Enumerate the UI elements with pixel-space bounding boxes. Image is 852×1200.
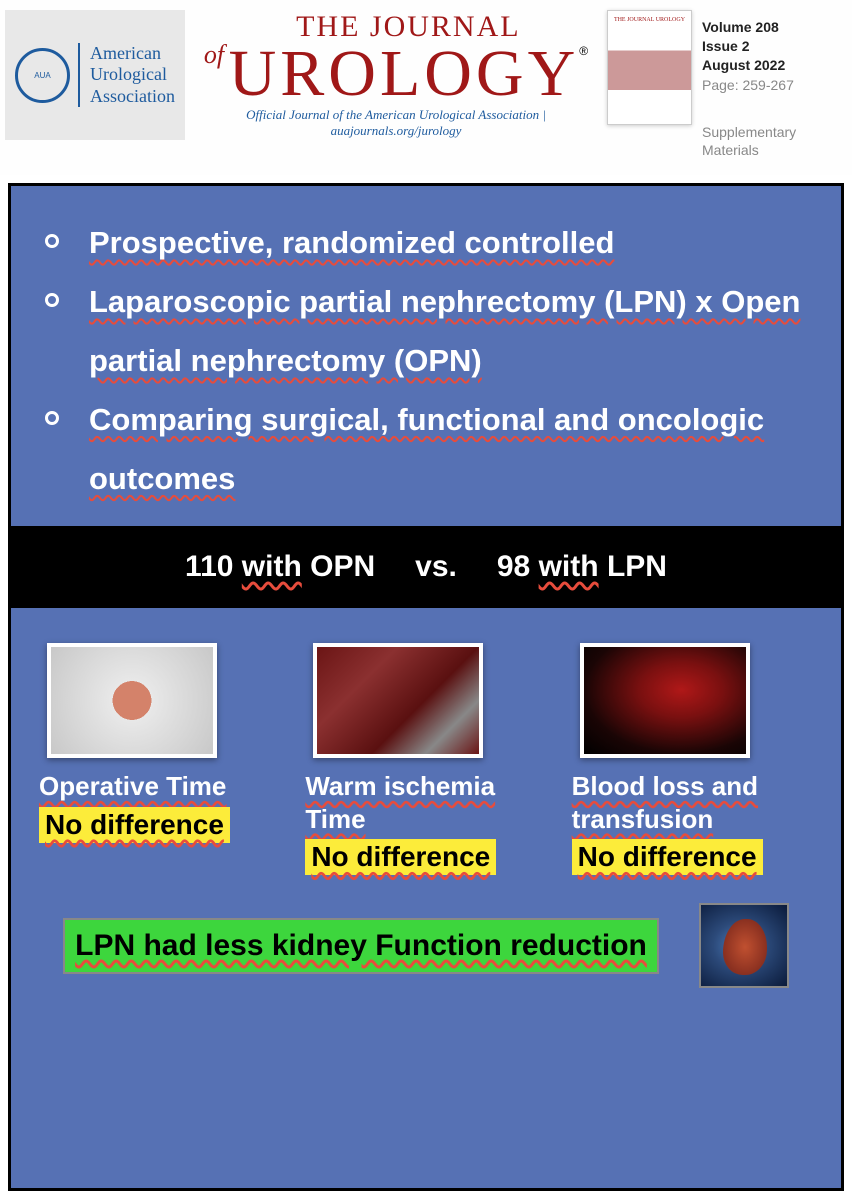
- kidney-icon: [699, 903, 789, 988]
- bullet-icon: [45, 293, 59, 307]
- aua-line: American: [90, 43, 175, 65]
- aua-seal-icon: AUA: [15, 48, 70, 103]
- card-operative-time: Operative Time No difference: [39, 643, 280, 875]
- aua-logo-block: AUA American Urological Association: [5, 10, 185, 140]
- blood-vessel-icon: [580, 643, 750, 758]
- journal-subtitle: Official Journal of the American Urologi…: [195, 107, 597, 139]
- result-badge: No difference: [305, 839, 496, 875]
- issue-text: Issue 2: [702, 37, 837, 56]
- infographic-panel: Prospective, randomized controlled Lapar…: [8, 183, 844, 1191]
- card-title: Operative Time: [39, 770, 280, 803]
- surgery-icon: [313, 643, 483, 758]
- card-warm-ischemia: Warm ischemia Time No difference: [305, 643, 546, 875]
- journal-urology: UROLOGY: [229, 37, 580, 110]
- issue-metadata: Volume 208 Issue 2 August 2022 Page: 259…: [702, 10, 837, 159]
- result-badge: No difference: [572, 839, 763, 875]
- supplementary-link[interactable]: Supplementary Materials: [702, 123, 837, 159]
- group-opn: 110 with OPN: [185, 550, 375, 584]
- bullet-item: Comparing surgical, functional and oncol…: [39, 391, 813, 509]
- bullet-icon: [45, 411, 59, 425]
- conclusion-row: LPN had less kidney Function reduction: [39, 903, 813, 988]
- aua-name: American Urological Association: [78, 43, 175, 108]
- journal-title: of THE JOURNAL UROLOGY® Official Journal…: [195, 10, 597, 139]
- comparison-bar: 110 with OPN vs. 98 with LPN: [11, 526, 841, 608]
- conclusion-highlight: LPN had less kidney Function reduction: [63, 918, 659, 975]
- card-title: Blood loss and transfusion: [572, 770, 813, 835]
- hourglass-icon: [47, 643, 217, 758]
- aua-line: Urological: [90, 64, 175, 86]
- volume-text: Volume 208: [702, 18, 837, 37]
- outcome-cards: Operative Time No difference Warm ischem…: [39, 643, 813, 875]
- journal-of: of: [204, 40, 224, 70]
- journal-cover-thumb: [607, 10, 692, 125]
- bullet-icon: [45, 234, 59, 248]
- bullet-item: Laparoscopic partial nephrectomy (LPN) x…: [39, 273, 813, 391]
- card-blood-loss: Blood loss and transfusion No difference: [572, 643, 813, 875]
- group-lpn: 98 with LPN: [497, 550, 667, 584]
- result-badge: No difference: [39, 807, 230, 843]
- date-text: August 2022: [702, 56, 837, 75]
- aua-line: Association: [90, 86, 175, 108]
- journal-header: AUA American Urological Association of T…: [0, 0, 852, 175]
- vs-label: vs.: [415, 550, 457, 584]
- registered-icon: ®: [579, 44, 588, 58]
- study-bullets: Prospective, randomized controlled Lapar…: [39, 214, 813, 508]
- pages-text: Page: 259-267: [702, 77, 837, 93]
- bullet-item: Prospective, randomized controlled: [39, 214, 813, 273]
- card-title: Warm ischemia Time: [305, 770, 546, 835]
